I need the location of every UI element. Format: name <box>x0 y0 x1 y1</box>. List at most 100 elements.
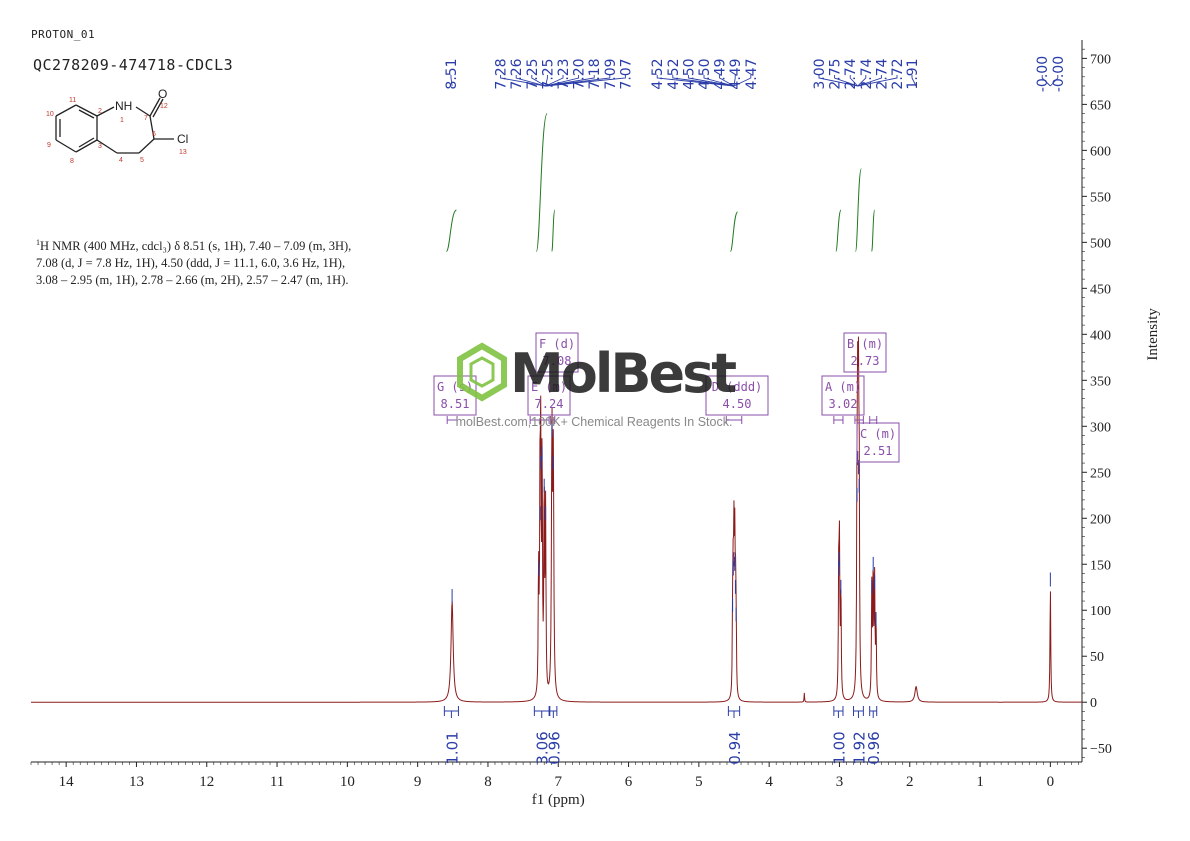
x-tick-label: 14 <box>59 774 75 790</box>
multiplet-label: F (d) <box>539 337 575 351</box>
peak-label-leader <box>911 75 917 87</box>
integral-curve <box>551 209 556 253</box>
multiplet-box-frame <box>856 422 900 463</box>
multiplet-shift: 7.24 <box>535 397 564 411</box>
atom-number-8: 8 <box>70 158 74 165</box>
multiplet-label: E (m) <box>531 380 567 394</box>
atom-number-13: 13 <box>179 149 187 156</box>
multiplet-shift: 8.51 <box>441 397 470 411</box>
peak-label: 4.49 <box>728 58 744 89</box>
peak-label: 7.09 <box>603 58 619 89</box>
atom-number-10: 10 <box>46 111 54 118</box>
watermark <box>452 342 512 407</box>
atom-number-1: 1 <box>120 117 124 124</box>
atom-number-5: 5 <box>140 157 144 164</box>
peak-label: -0.00 <box>1035 56 1051 92</box>
peak-label: 4.49 <box>713 58 729 89</box>
peak-label-leader <box>733 75 752 87</box>
peak-label: 4.50 <box>681 58 697 89</box>
atom-number-3: 3 <box>98 143 102 150</box>
peak-label-leader <box>515 75 546 87</box>
y-tick-label: 600 <box>1090 144 1111 159</box>
x-tick-label: 4 <box>765 774 773 790</box>
y-tick-label: 250 <box>1090 466 1111 481</box>
peak-label: 7.07 <box>618 58 634 89</box>
multiplet-box-frame <box>843 332 887 373</box>
multiplet-label: A (m) <box>825 380 861 394</box>
y-tick-label: 400 <box>1090 328 1111 343</box>
peak-label: 8.51 <box>444 58 460 89</box>
atom-number-6: 6 <box>152 131 156 138</box>
peak-label: 7.28 <box>494 58 510 89</box>
atom-o: O <box>158 87 167 101</box>
peak-label-leader <box>545 75 580 87</box>
peak-label: 2.72 <box>890 58 906 89</box>
peak-label-leader <box>849 75 859 87</box>
multiplet-label: B (m) <box>847 337 883 351</box>
peak-label-leader <box>450 75 453 87</box>
y-tick-label: 450 <box>1090 282 1111 297</box>
integral-value: 1.01 <box>443 731 461 764</box>
atom-number-7: 7 <box>144 115 148 122</box>
integral-curve <box>835 209 842 253</box>
peak-label: 7.23 <box>556 58 572 89</box>
peak-label: -0.00 <box>1051 56 1067 92</box>
atom-number-9: 9 <box>47 142 51 149</box>
x-tick-label: 12 <box>199 774 214 790</box>
multiplet-box-f: F (d) 7.08 <box>535 332 579 424</box>
x-tick-label: 3 <box>836 774 844 790</box>
peak-label: 7.20 <box>572 58 588 89</box>
atom-number-11: 11 <box>69 97 76 104</box>
peak-label: 4.50 <box>697 58 713 89</box>
peak-label: 4.52 <box>666 58 682 89</box>
y-tick-label: 50 <box>1090 650 1104 665</box>
watermark-brand: MolBest <box>510 342 736 405</box>
peak-label-leader <box>545 75 626 87</box>
atom-number-4: 4 <box>119 157 123 164</box>
peak-label-leader <box>703 75 735 87</box>
peak-label: 7.25 <box>540 58 556 89</box>
multiplet-shift: 2.73 <box>851 354 880 368</box>
multiplet-shift: 7.08 <box>543 354 572 368</box>
molbest-logo-icon <box>457 342 507 402</box>
x-tick-label: 5 <box>695 774 703 790</box>
peak-label-leader <box>687 75 735 87</box>
peak-label-leader <box>672 75 735 87</box>
peak-label: 7.26 <box>509 58 525 89</box>
peak-label-leader <box>656 75 735 87</box>
multiplet-box-frame <box>527 375 571 416</box>
x-tick-label: 0 <box>1047 774 1055 790</box>
multiplet-box-d: D (ddd) 4.50 <box>705 375 769 424</box>
multiplet-label: C (m) <box>860 427 896 441</box>
peak-label-leader <box>531 75 546 87</box>
peak-label-leader <box>1050 75 1059 87</box>
multiplet-box-e: E (m) 7.24 <box>527 375 571 424</box>
y-tick-label: 300 <box>1090 420 1111 435</box>
peak-label-leader <box>733 75 736 87</box>
atom-number-12: 12 <box>160 103 168 110</box>
peak-label-leader <box>500 75 546 87</box>
sample-id-label: QC278209-474718-CDCL3 <box>33 56 234 74</box>
peak-label: 7.25 <box>525 58 541 89</box>
atom-cl: Cl <box>177 132 188 146</box>
integral-value: 3.06 <box>534 731 552 764</box>
nmr-line-1: 1H NMR (400 MHz, cdcl₃) δ 8.51 (s, 1H), … <box>36 234 456 255</box>
peak-label-leader <box>834 75 858 87</box>
integral-curve <box>729 211 739 253</box>
multiplet-box-b: B (m) 2.73 <box>843 332 887 424</box>
peak-label-leader <box>857 75 882 87</box>
multiplet-shift: 4.50 <box>723 397 752 411</box>
peak-label-leader <box>545 75 611 87</box>
x-tick-label: 8 <box>484 774 492 790</box>
pulse-program-label: PROTON_01 <box>31 28 96 41</box>
spectrum-line <box>31 336 1082 703</box>
multiplet-shift: 2.51 <box>864 444 893 458</box>
y-tick-label: 150 <box>1090 558 1111 573</box>
x-tick-label: 9 <box>414 774 422 790</box>
x-tick-label: 6 <box>625 774 633 790</box>
multiplet-box-frame <box>821 375 865 416</box>
multiplet-box-c: C (m) 2.51 <box>856 416 900 463</box>
y-tick-label: −50 <box>1090 742 1112 757</box>
